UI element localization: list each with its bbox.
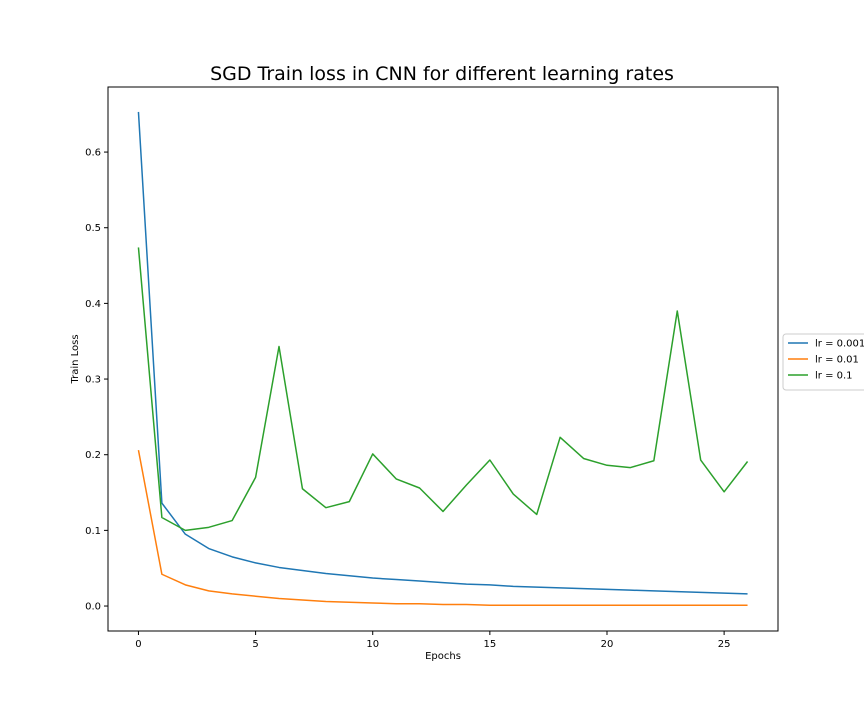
y-axis-label: Train Loss bbox=[70, 334, 81, 384]
x-tick-label: 10 bbox=[366, 639, 379, 650]
y-tick-label: 0.1 bbox=[85, 526, 101, 537]
series-line-3 bbox=[137, 247, 749, 532]
x-tick-label: 20 bbox=[601, 639, 614, 650]
x-tick-label: 15 bbox=[483, 639, 496, 650]
x-tick-label: 0 bbox=[135, 639, 141, 650]
y-tick-label: 0.3 bbox=[85, 375, 101, 386]
y-tick-label: 0.5 bbox=[85, 223, 101, 234]
plot-area bbox=[137, 111, 749, 607]
x-axis-label: Epochs bbox=[425, 651, 461, 662]
x-tick-label: 25 bbox=[718, 639, 731, 650]
series-line-1 bbox=[137, 111, 748, 595]
y-tick-label: 0.0 bbox=[85, 602, 101, 613]
plot-frame bbox=[107, 86, 779, 632]
series-line-2 bbox=[137, 450, 748, 607]
legend-label: lr = 0.01 bbox=[815, 355, 859, 366]
x-tick-label: 5 bbox=[252, 639, 258, 650]
legend-label: lr = 0.001 bbox=[815, 339, 864, 350]
y-tick-label: 0.4 bbox=[85, 299, 101, 310]
legend-box bbox=[782, 333, 864, 391]
legend: lr = 0.001 lr = 0.01 lr = 0.1 bbox=[782, 333, 864, 391]
x-axis: 0 5 10 15 20 25 bbox=[135, 631, 730, 650]
y-axis: 0.0 0.1 0.2 0.3 0.4 0.5 0.6 bbox=[85, 148, 108, 613]
y-tick-label: 0.2 bbox=[85, 450, 101, 461]
chart-title: SGD Train loss in CNN for different lear… bbox=[210, 63, 674, 85]
y-tick-label: 0.6 bbox=[85, 148, 101, 159]
legend-label: lr = 0.1 bbox=[815, 371, 853, 382]
